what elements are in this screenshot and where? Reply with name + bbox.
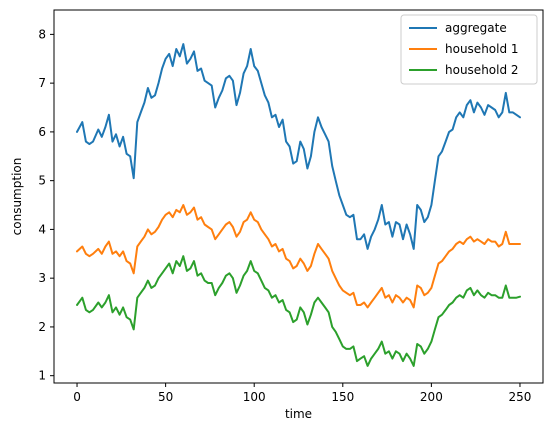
legend-label: household 1 [445,42,519,56]
y-tick-label: 2 [38,320,46,334]
x-axis-label: time [285,407,312,421]
y-tick-label: 6 [38,125,46,139]
x-tick-label: 200 [420,390,443,404]
legend-label: aggregate [445,21,507,35]
y-tick-label: 8 [38,27,46,41]
x-tick-label: 150 [331,390,354,404]
plot-lines [76,43,521,367]
y-axis: 1 2 3 4 5 6 7 8 [38,27,54,383]
x-tick-label: 0 [73,390,81,404]
y-tick-label: 1 [38,369,46,383]
y-tick-label: 5 [38,174,46,188]
legend-box [400,14,538,85]
x-tick-label: 250 [509,390,532,404]
series-line-1 [76,43,521,250]
x-tick-label: 100 [243,390,266,404]
y-tick-label: 7 [38,76,46,90]
series-line-3 [76,255,521,367]
legend-label: household 2 [445,63,519,77]
plot-frame [53,9,544,384]
legend: aggregate household 1 household 2 [400,14,538,85]
x-tick-label: 50 [158,390,173,404]
y-axis-label: consumption [10,158,24,236]
y-tick-label: 3 [38,271,46,285]
y-tick-label: 4 [38,222,46,236]
x-axis: 0 50 100 150 200 250 [73,383,531,404]
series-line-2 [76,204,521,309]
